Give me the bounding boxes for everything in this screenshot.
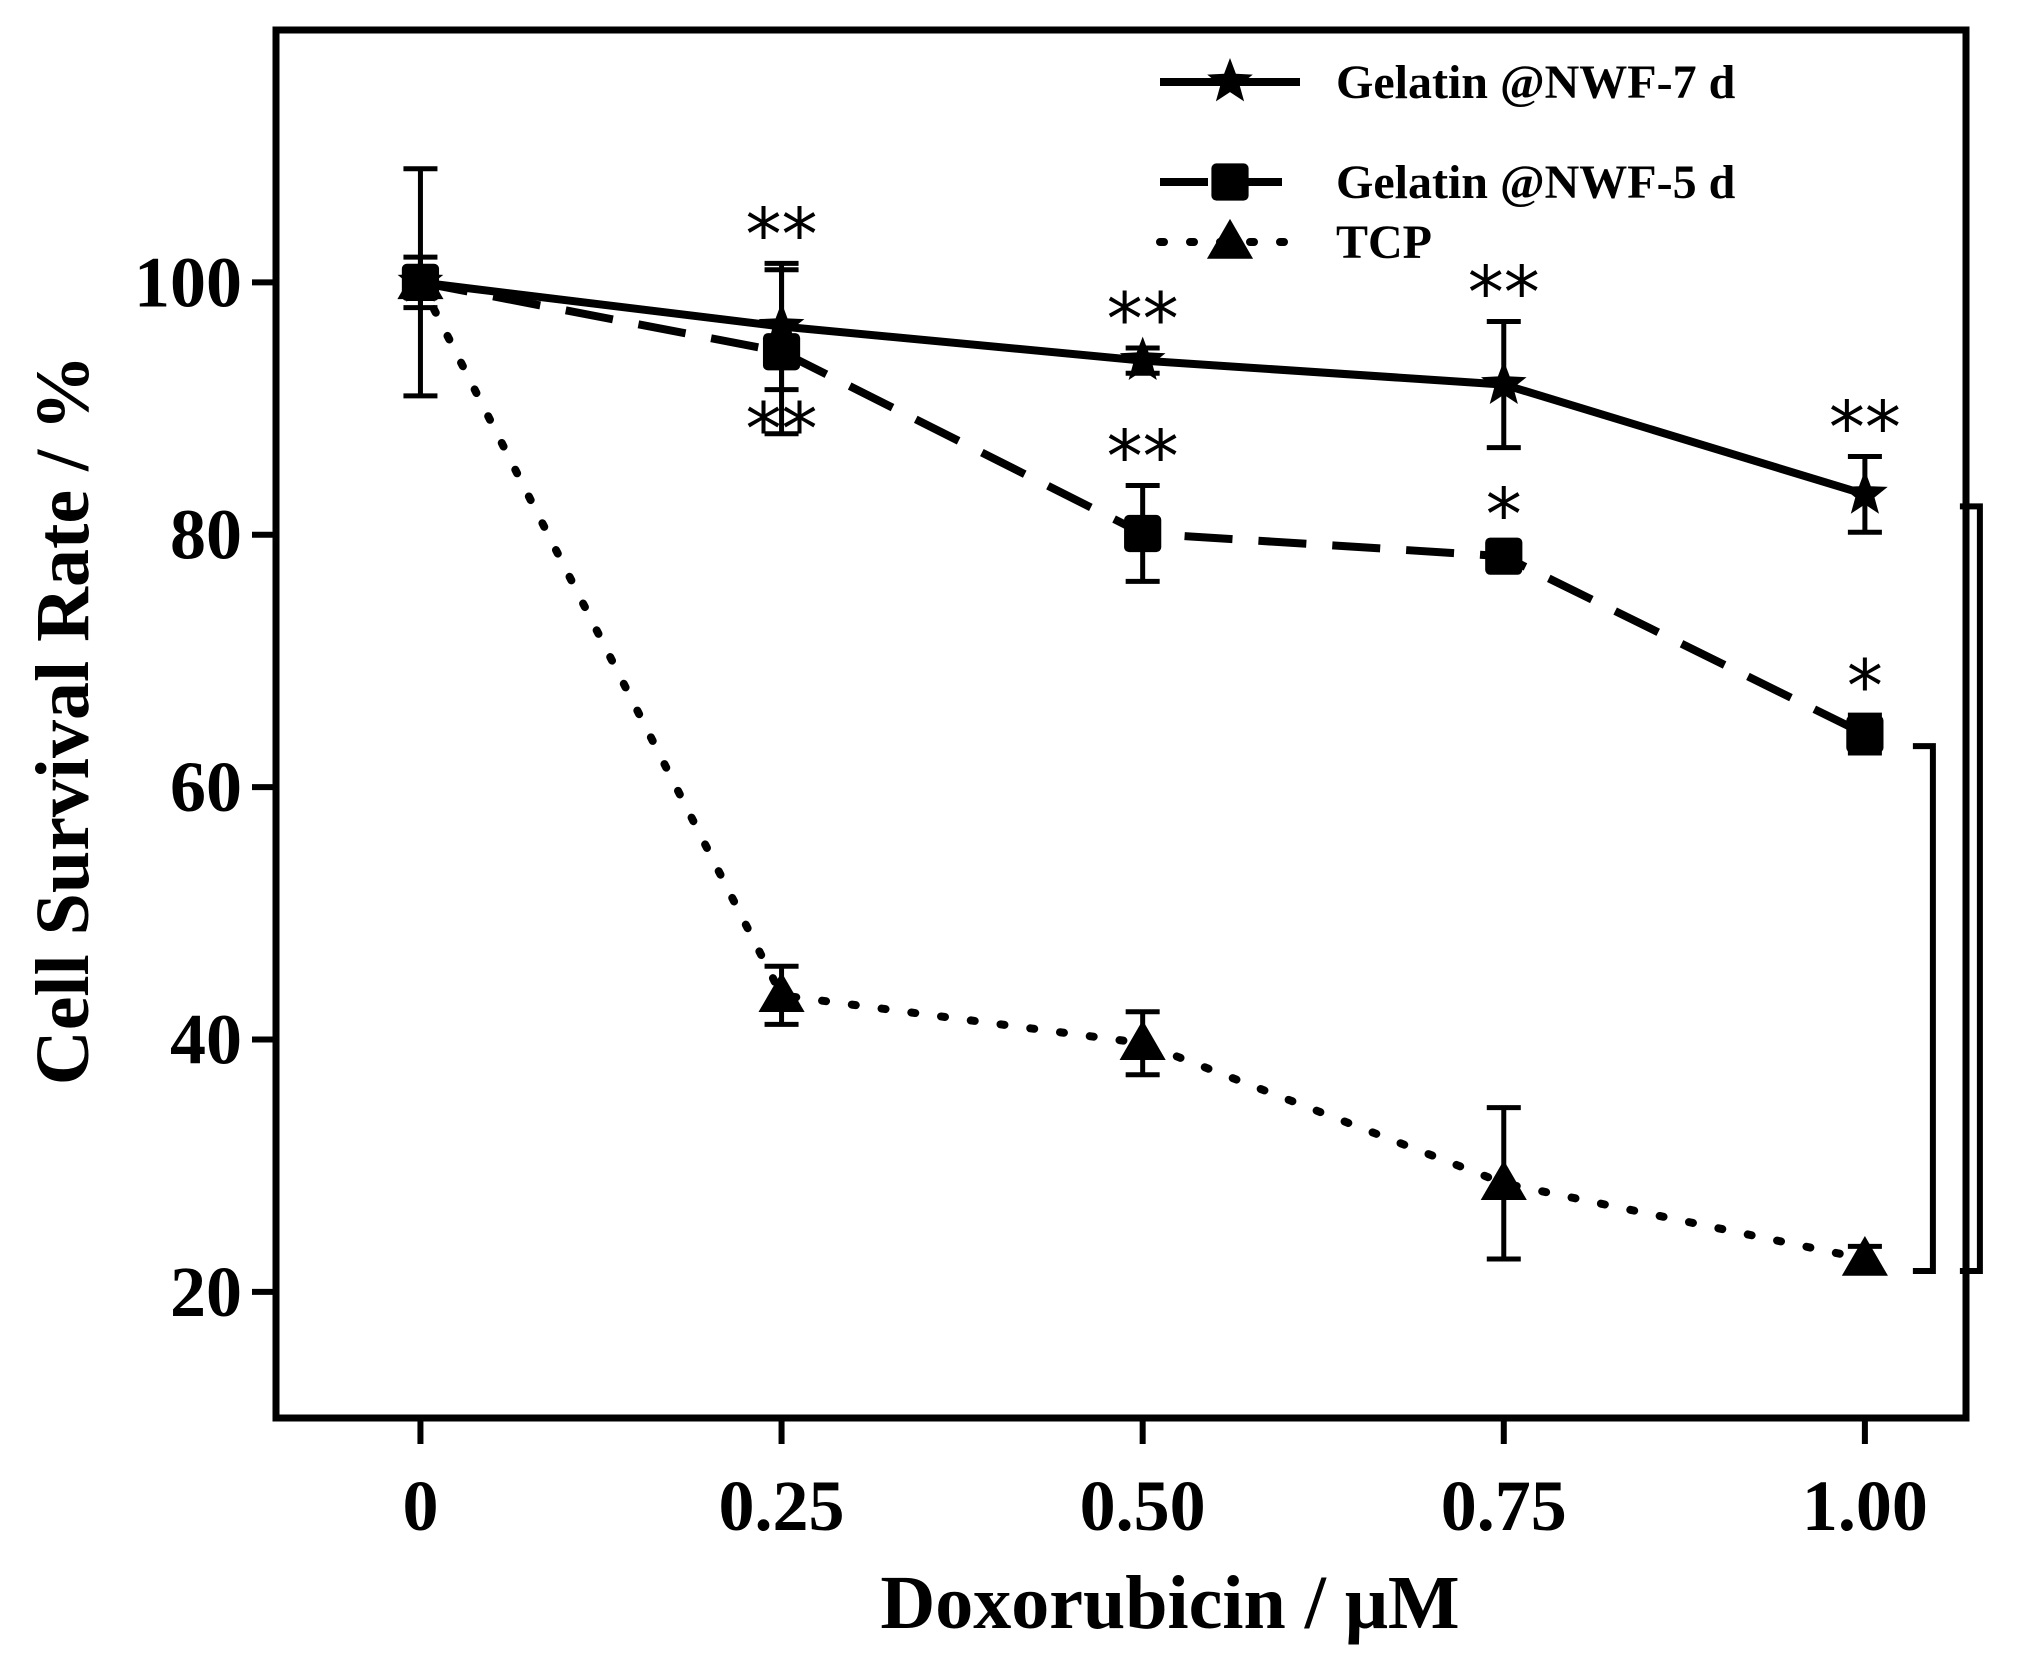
significance-label: ** <box>1468 250 1540 334</box>
legend-marker <box>1211 163 1249 201</box>
x-tick-label: 1.00 <box>1802 1466 1928 1546</box>
x-tick-label: 0 <box>402 1466 438 1546</box>
data-point <box>758 972 805 1013</box>
significance-label: ** <box>746 192 818 276</box>
y-tick-label: 20 <box>170 1252 242 1332</box>
significance-label: ** <box>1107 415 1179 499</box>
legend-marker <box>1206 218 1254 259</box>
comparison-bracket <box>1912 743 1936 1275</box>
legend-label: Gelatin @NWF-5 d <box>1336 156 1736 209</box>
significance-label: ** <box>1107 277 1179 361</box>
data-point <box>762 333 801 371</box>
data-point <box>397 259 444 300</box>
plot-frame <box>272 26 1970 1422</box>
data-point <box>1485 537 1523 575</box>
data-point <box>1481 360 1527 404</box>
x-tick-label: 0.50 <box>1080 1466 1206 1546</box>
y-tick-label: 60 <box>170 747 242 827</box>
x-axis-title: Doxorubicin / μM <box>880 1561 1459 1645</box>
y-tick-label: 80 <box>170 495 242 575</box>
comparison-bracket <box>1959 503 1983 1275</box>
data-point <box>1846 715 1884 753</box>
data-point <box>1842 470 1888 514</box>
legend-label: Gelatin @NWF-7 d <box>1336 56 1736 109</box>
y-tick-label: 40 <box>170 999 242 1079</box>
y-tick-label: 100 <box>134 242 242 322</box>
x-tick-label: 0.25 <box>719 1466 845 1546</box>
data-point <box>1480 1160 1527 1201</box>
data-point <box>1124 514 1162 553</box>
x-tick-label: 0.75 <box>1441 1466 1567 1546</box>
data-point <box>1841 1235 1888 1276</box>
significance-label: * <box>1486 473 1522 557</box>
data-point <box>1119 336 1166 380</box>
y-axis-title: Cell Survival Rate / % <box>21 355 105 1085</box>
legend-marker <box>1207 58 1253 102</box>
legend-label: TCP <box>1336 216 1432 269</box>
significance-label: ** <box>746 387 818 471</box>
significance-label: * <box>1847 644 1883 728</box>
significance-label: ** <box>1829 385 1901 469</box>
data-point <box>1119 1020 1166 1060</box>
